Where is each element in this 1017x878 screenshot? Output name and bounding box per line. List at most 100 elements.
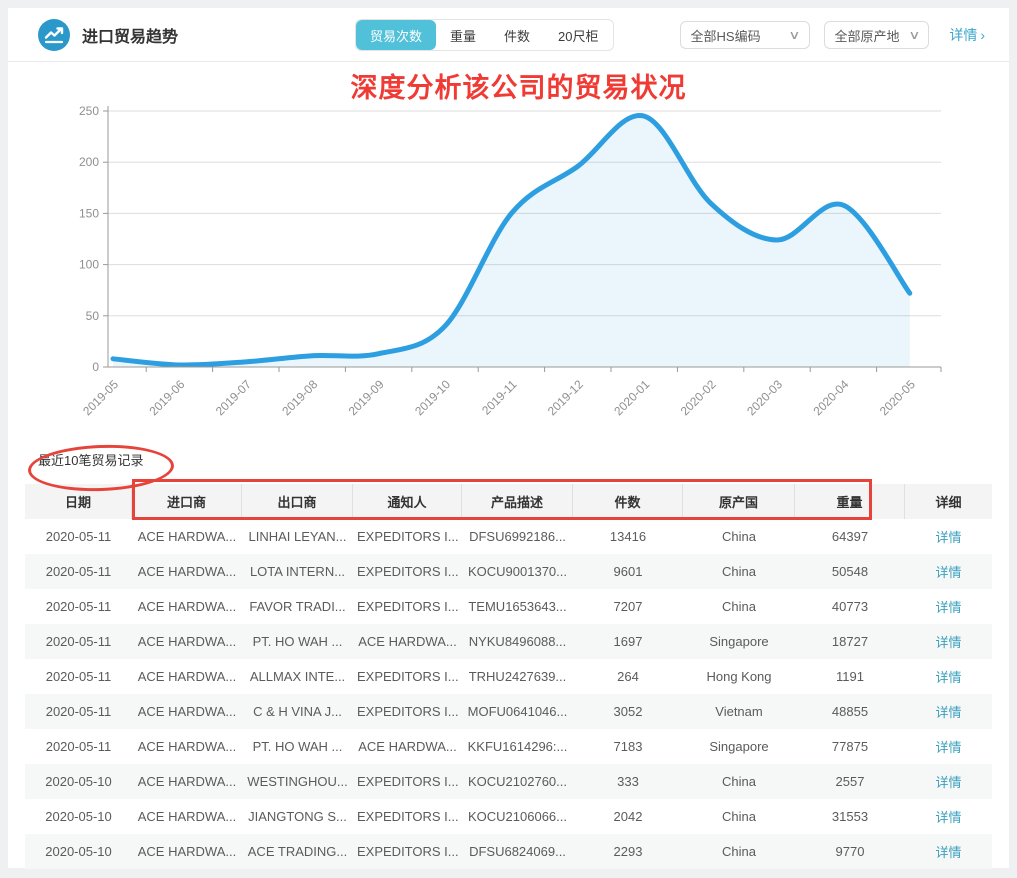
cell-1: ACE HARDWA... bbox=[137, 704, 237, 719]
cell-5: 2293 bbox=[613, 844, 643, 859]
table-header-row: 日期 进口商 出口商 通知人 产品描述 件数 原产国 重量 详细 bbox=[25, 484, 992, 519]
row-detail-link[interactable]: 详情 bbox=[935, 670, 962, 685]
cell-0: 2020-05-10 bbox=[45, 844, 112, 859]
cell-5: 333 bbox=[617, 774, 639, 789]
cell-3: EXPEDITORS I... bbox=[357, 774, 459, 789]
cell-2: ACE TRADING... bbox=[247, 844, 348, 859]
cell-2: PT. HO WAH ... bbox=[252, 739, 343, 754]
cell-1: ACE HARDWA... bbox=[137, 599, 237, 614]
svg-text:2019-12: 2019-12 bbox=[545, 377, 586, 418]
table-row: 2020-05-10 ACE HARDWA... JIANGTONG S... EXP… bbox=[25, 799, 992, 834]
cell-6: China bbox=[722, 844, 756, 859]
cell-5: 7207 bbox=[613, 599, 643, 614]
cell-1: ACE HARDWA... bbox=[137, 529, 237, 544]
detail-link-top[interactable]: 详情 › bbox=[949, 27, 985, 43]
row-detail-link[interactable]: 详情 bbox=[935, 775, 962, 790]
row-detail-link[interactable]: 详情 bbox=[935, 810, 962, 825]
svg-text:200: 200 bbox=[79, 155, 99, 169]
tab-1[interactable]: 重量 bbox=[450, 28, 477, 44]
svg-text:0: 0 bbox=[92, 360, 99, 374]
cell-0: 2020-05-11 bbox=[45, 704, 112, 719]
chevron-down-icon: ∨ bbox=[787, 28, 801, 42]
column-header-3: 通知人 bbox=[353, 484, 462, 519]
row-detail-link[interactable]: 详情 bbox=[935, 635, 962, 650]
table-row: 2020-05-11 ACE HARDWA... PT. HO WAH ... ACE… bbox=[25, 624, 992, 659]
cell-1: ACE HARDWA... bbox=[137, 774, 237, 789]
cell-0: 2020-05-11 bbox=[45, 564, 112, 579]
tab-3[interactable]: 20尺柜 bbox=[558, 28, 599, 44]
row-detail-link[interactable]: 详情 bbox=[935, 530, 962, 545]
column-header-5: 件数 bbox=[573, 484, 683, 519]
svg-text:2019-08: 2019-08 bbox=[279, 377, 320, 418]
column-header-4: 产品描述 bbox=[462, 484, 573, 519]
cell-4: KOCU2106066... bbox=[467, 809, 567, 824]
cell-5: 7183 bbox=[613, 739, 643, 754]
cell-2: ALLMAX INTE... bbox=[249, 669, 346, 684]
row-detail-link[interactable]: 详情 bbox=[935, 705, 962, 720]
area-chart-canvas: 0 50 100 150 200 250 2019-05 2019-06 2019-07 2019… bbox=[79, 104, 942, 418]
row-detail-link[interactable]: 详情 bbox=[935, 740, 962, 755]
cell-0: 2020-05-10 bbox=[45, 809, 112, 824]
cell-2: PT. HO WAH ... bbox=[252, 634, 343, 649]
cell-6: Singapore bbox=[709, 634, 769, 649]
cell-6: China bbox=[722, 809, 756, 824]
cell-5: 2042 bbox=[613, 809, 643, 824]
cell-7: 50548 bbox=[831, 564, 869, 579]
cell-4: TEMU1653643... bbox=[468, 599, 567, 614]
svg-text:2020-02: 2020-02 bbox=[678, 377, 719, 418]
column-header-2: 出口商 bbox=[242, 484, 353, 519]
recent-records-caption: 最近10笔贸易记录 bbox=[38, 453, 144, 468]
cell-1: ACE HARDWA... bbox=[137, 809, 237, 824]
cell-4: DFSU6992186... bbox=[469, 529, 566, 544]
cell-7: 40773 bbox=[831, 599, 869, 614]
hs-code-select[interactable]: 全部HS编码 ∨ bbox=[679, 21, 810, 49]
cell-4: MOFU0641046... bbox=[467, 704, 568, 719]
cell-6: Hong Kong bbox=[706, 669, 772, 684]
hs-code-select-value: 全部HS编码 bbox=[690, 28, 761, 44]
cell-2: C & H VINA J... bbox=[253, 704, 342, 719]
cell-3: EXPEDITORS I... bbox=[357, 704, 459, 719]
svg-text:2020-03: 2020-03 bbox=[744, 377, 785, 418]
svg-text:2019-06: 2019-06 bbox=[146, 377, 187, 418]
origin-select[interactable]: 全部原产地 ∨ bbox=[823, 21, 930, 49]
svg-text:2020-05: 2020-05 bbox=[877, 377, 918, 418]
trade-trend-chart: 0 50 100 150 200 250 2019-05 2019-06 2019-07 2019… bbox=[8, 62, 1009, 430]
cell-1: ACE HARDWA... bbox=[137, 669, 237, 684]
cell-0: 2020-05-11 bbox=[45, 634, 112, 649]
row-detail-link[interactable]: 详情 bbox=[935, 845, 962, 860]
table-row: 2020-05-11 ACE HARDWA... ALLMAX INTE... EXP… bbox=[25, 659, 992, 694]
column-header-8: 详细 bbox=[935, 495, 962, 510]
cell-7: 18727 bbox=[831, 634, 869, 649]
cell-7: 48855 bbox=[831, 704, 869, 719]
column-header-1: 进口商 bbox=[132, 484, 242, 519]
cell-0: 2020-05-11 bbox=[45, 599, 112, 614]
cell-3: EXPEDITORS I... bbox=[357, 529, 459, 544]
cell-7: 31553 bbox=[831, 809, 869, 824]
row-detail-link[interactable]: 详情 bbox=[935, 600, 962, 615]
cell-1: ACE HARDWA... bbox=[137, 564, 237, 579]
cell-5: 9601 bbox=[613, 564, 643, 579]
cell-7: 77875 bbox=[831, 739, 869, 754]
cell-3: EXPEDITORS I... bbox=[357, 564, 459, 579]
svg-text:250: 250 bbox=[79, 104, 99, 118]
cell-2: LOTA INTERN... bbox=[249, 564, 346, 579]
cell-4: DFSU6824069... bbox=[469, 844, 566, 859]
cell-5: 3052 bbox=[613, 704, 643, 719]
svg-text:2019-07: 2019-07 bbox=[213, 377, 254, 418]
tab-0[interactable]: 贸易次数 bbox=[356, 20, 437, 50]
cell-0: 2020-05-11 bbox=[45, 669, 112, 684]
table-row: 2020-05-11 ACE HARDWA... LINHAI LEYAN... EX… bbox=[25, 519, 992, 554]
tab-2[interactable]: 件数 bbox=[504, 28, 531, 44]
table-row: 2020-05-11 ACE HARDWA... LOTA INTERN... EXP… bbox=[25, 554, 992, 589]
row-detail-link[interactable]: 详情 bbox=[935, 565, 962, 580]
cell-6: China bbox=[722, 774, 756, 789]
cell-1: ACE HARDWA... bbox=[137, 739, 237, 754]
table-row: 2020-05-11 ACE HARDWA... C & H VINA J... EX… bbox=[25, 694, 992, 729]
cell-7: 1191 bbox=[836, 669, 864, 684]
svg-text:2019-05: 2019-05 bbox=[80, 377, 121, 418]
cell-3: EXPEDITORS I... bbox=[357, 844, 459, 859]
cell-4: KOCU2102760... bbox=[467, 774, 567, 789]
cell-0: 2020-05-10 bbox=[45, 774, 112, 789]
cell-4: KOCU9001370... bbox=[467, 564, 567, 579]
svg-text:2019-11: 2019-11 bbox=[479, 377, 520, 418]
